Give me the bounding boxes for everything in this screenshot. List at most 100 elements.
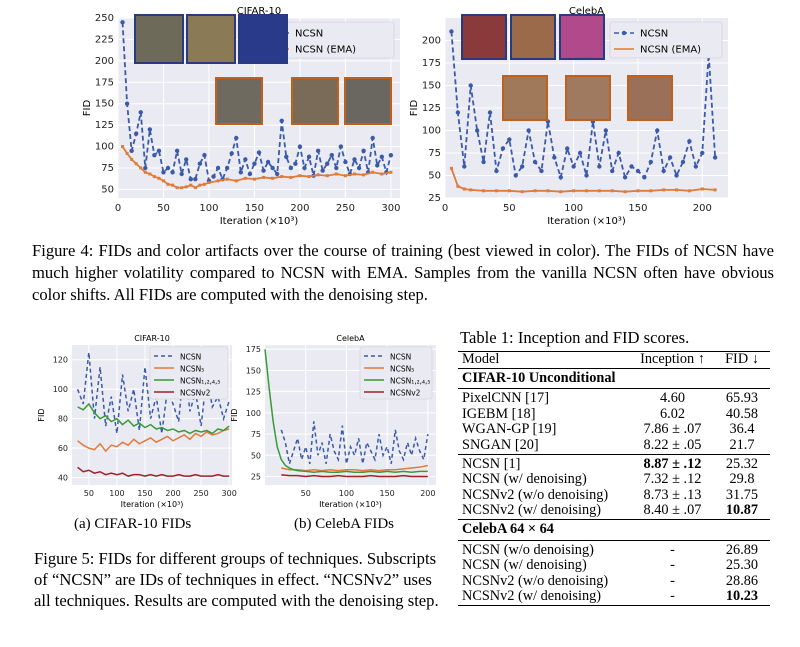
col-header-fid: FID ↓ bbox=[725, 351, 759, 367]
data-point bbox=[289, 175, 293, 179]
table-row: NCSNv2 (w/o denoising) 8.73 ± .13 31.75 bbox=[458, 486, 770, 504]
y-tick-label: 150 bbox=[246, 366, 261, 375]
inception-score: - bbox=[670, 572, 675, 589]
legend-label: NCSN₁,₂,₄,₅ bbox=[390, 377, 430, 386]
y-tick-label: 175 bbox=[95, 77, 114, 88]
x-tick-label: 150 bbox=[137, 489, 152, 498]
data-point bbox=[315, 148, 321, 154]
model-name: WGAN-GP [19] bbox=[462, 421, 557, 438]
x-tick-label: 300 bbox=[222, 489, 237, 498]
data-point bbox=[667, 155, 673, 160]
y-tick-label: 25 bbox=[251, 473, 261, 482]
data-point bbox=[280, 175, 284, 179]
data-point bbox=[622, 175, 628, 180]
legend-box bbox=[359, 346, 433, 400]
data-point bbox=[449, 29, 454, 34]
data-point bbox=[603, 128, 608, 133]
chart-title: CelebA bbox=[569, 6, 604, 17]
data-point bbox=[224, 165, 230, 171]
data-point bbox=[262, 175, 266, 179]
legend-label: NCSN₅ bbox=[180, 365, 204, 374]
x-axis-label: Iteration (×10³) bbox=[547, 216, 626, 227]
series-line-3 bbox=[281, 474, 428, 478]
data-point bbox=[636, 189, 640, 193]
data-point bbox=[526, 128, 531, 133]
model-name: NCSNv2 (w/ denoising) bbox=[462, 588, 601, 605]
data-point bbox=[243, 157, 248, 162]
data-point bbox=[361, 148, 366, 154]
table-row: SNGAN [20] 8.22 ± .05 21.7 bbox=[458, 436, 770, 454]
table-group-ncsn-celeba: NCSN (w/o denoising) -26.89 NCSN (w/ denoi… bbox=[458, 540, 770, 606]
data-point bbox=[449, 166, 453, 170]
data-point bbox=[271, 176, 275, 180]
data-point bbox=[270, 165, 275, 171]
data-point bbox=[211, 174, 216, 179]
data-point bbox=[307, 175, 311, 179]
data-point bbox=[379, 154, 385, 160]
data-point bbox=[487, 110, 493, 115]
data-point bbox=[388, 152, 394, 158]
model-name: NCSNv2 (w/o denoising) bbox=[462, 486, 609, 503]
model-name: PixelCNN [17] bbox=[462, 390, 549, 407]
data-point bbox=[279, 118, 284, 124]
model-name: NCSNv2 (w/ denoising) bbox=[462, 502, 601, 519]
data-point bbox=[171, 183, 175, 187]
data-point bbox=[494, 189, 498, 193]
data-point bbox=[133, 131, 139, 136]
data-point bbox=[252, 177, 256, 181]
x-tick-label: 100 bbox=[109, 489, 124, 498]
series-line-0 bbox=[450, 31, 717, 181]
series-line-0 bbox=[280, 421, 429, 465]
data-point bbox=[482, 189, 486, 193]
section-celeba: CelebA 64 × 64 bbox=[462, 520, 554, 537]
x-tick-label: 0 bbox=[442, 203, 448, 214]
data-point bbox=[494, 168, 499, 174]
legend-label: NCSN₅ bbox=[390, 365, 414, 374]
data-point bbox=[500, 146, 506, 151]
fid-score: 25.32 bbox=[725, 455, 759, 472]
fid-score: 10.87 bbox=[725, 502, 759, 519]
data-point bbox=[297, 144, 303, 149]
data-point bbox=[180, 186, 184, 190]
data-point bbox=[329, 152, 334, 158]
model-name: IGEBM [18] bbox=[462, 405, 536, 422]
model-name: SNGAN [20] bbox=[462, 436, 539, 453]
data-point bbox=[216, 179, 220, 183]
table-1-title: Table 1: Inception and FID scores. bbox=[460, 328, 690, 347]
data-point bbox=[375, 163, 380, 168]
data-point bbox=[175, 186, 179, 190]
x-tick-label: 300 bbox=[381, 203, 400, 214]
data-point bbox=[687, 139, 692, 144]
data-point bbox=[629, 164, 634, 169]
data-point bbox=[610, 189, 614, 193]
y-tick-label: 100 bbox=[53, 385, 68, 394]
fid-score: 10.23 bbox=[725, 588, 759, 605]
data-point bbox=[265, 159, 271, 165]
data-point bbox=[648, 159, 654, 165]
y-tick-label: 150 bbox=[95, 99, 114, 110]
x-tick-label: 100 bbox=[564, 203, 583, 214]
legend-label: NCSN bbox=[180, 353, 201, 362]
data-point bbox=[513, 173, 518, 178]
data-point bbox=[571, 164, 576, 169]
figure-4-caption: Figure 4: FIDs and color artifacts over … bbox=[32, 241, 774, 304]
y-tick-label: 100 bbox=[422, 126, 441, 137]
data-point bbox=[188, 176, 193, 182]
data-point bbox=[238, 170, 244, 175]
y-tick-label: 100 bbox=[95, 142, 114, 153]
data-point bbox=[125, 151, 129, 155]
inception-score: 8.73 ± .13 bbox=[643, 486, 702, 503]
table-row: NCSN (w/o denoising) - 26.89 bbox=[458, 540, 770, 558]
fid-score: 40.58 bbox=[725, 405, 759, 422]
model-name: NCSNv2 (w/o denoising) bbox=[462, 572, 609, 589]
data-point bbox=[274, 171, 280, 177]
col-header-inception: Inception ↑ bbox=[640, 351, 705, 367]
fid-score: 29.8 bbox=[729, 471, 755, 488]
y-tick-label: 50 bbox=[428, 171, 441, 182]
data-point bbox=[325, 161, 330, 166]
data-point bbox=[700, 187, 704, 191]
data-point bbox=[288, 165, 294, 171]
y-tick-label: 225 bbox=[95, 34, 114, 45]
data-point bbox=[143, 170, 147, 174]
legend-label: NCSN₁,₂,₄,₅ bbox=[180, 377, 220, 386]
